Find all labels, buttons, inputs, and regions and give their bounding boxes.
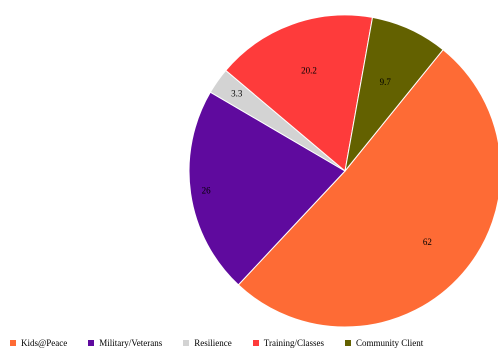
legend-swatch — [252, 339, 259, 346]
pie-slice-training-classes[interactable] — [225, 14, 374, 172]
slice-value-label: 62 — [423, 237, 432, 247]
legend-label: Kids@Peace — [21, 337, 68, 348]
legend-label: Military/Veterans — [99, 337, 163, 348]
slice-value-label: 3.3 — [231, 89, 243, 99]
legend-item-resilience[interactable]: Resilience — [183, 338, 232, 348]
slice-value-label: 20.2 — [301, 65, 317, 75]
legend-item-military-veterans[interactable]: Military/Veterans — [88, 338, 162, 348]
slice-value-label: 9.7 — [380, 77, 392, 87]
pie-slice-kids-peace[interactable] — [237, 48, 498, 328]
legend-swatch — [10, 339, 16, 346]
legend-swatch — [88, 339, 95, 346]
legend-item-kids-at-peace[interactable]: Kids@Peace — [10, 338, 67, 348]
legend-item-community-client[interactable]: Community Client — [344, 337, 424, 348]
legend-label: Training/Classes — [263, 337, 324, 348]
legend-item-training-classes[interactable]: Training/Classes — [252, 337, 324, 348]
legend-label: Resilience — [194, 337, 232, 348]
pie-slice-military-veterans[interactable] — [188, 91, 346, 286]
slice-value-label: 26 — [202, 185, 212, 195]
legend-swatch — [344, 339, 351, 346]
legend: Kids@Peace Military/Veterans Resilience … — [10, 336, 498, 349]
legend-swatch — [183, 339, 190, 346]
legend-label: Community Client — [355, 337, 424, 348]
pie-slice-community-client[interactable] — [344, 16, 444, 172]
pie-chart: 62 26 3.3 20.2 9.7 — [188, 14, 498, 328]
